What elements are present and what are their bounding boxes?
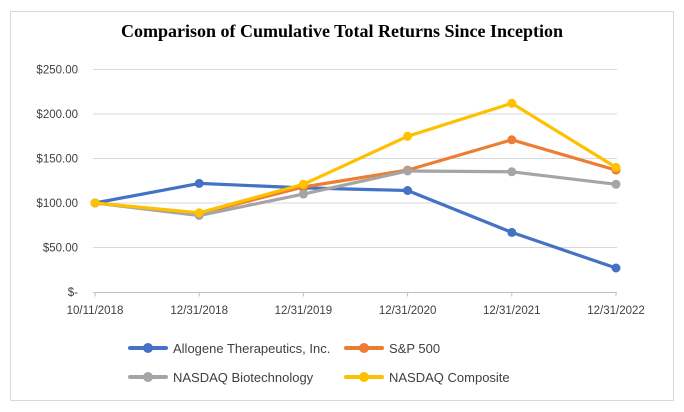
data-point-marker [403,166,413,176]
legend-item-allogene-therapeutics-inc: Allogene Therapeutics, Inc. [128,340,344,356]
legend-dot [359,343,369,353]
data-point-marker [298,189,308,199]
legend-item-nasdaq-composite: NASDAQ Composite [344,369,510,385]
legend-marker-icon [128,372,168,382]
legend-marker-icon [344,372,384,382]
series-nasdaq-biotechnology [90,166,621,220]
data-point-marker [403,131,413,141]
x-axis-label: 12/31/2022 [587,305,645,317]
series-line-allogene-therapeutics-inc [93,181,618,270]
x-axis-label: 10/11/2018 [67,305,124,317]
data-point-marker [507,98,517,108]
legend-marker-icon [344,343,384,353]
y-axis-label: $250.00 [36,65,78,77]
legend-dot [359,372,369,382]
legend-item-nasdaq-biotechnology: NASDAQ Biotechnology [128,369,344,385]
data-point-marker [507,167,517,177]
series-line-nasdaq-composite [93,101,618,215]
series-line-nasdaq-biotechnology [93,169,618,218]
x-axis-label: 12/31/2021 [483,305,541,317]
legend-label: S&P 500 [389,340,441,356]
legend-marker-icon [128,343,168,353]
legend-item-s-p-500: S&P 500 [344,340,510,356]
legend-dot [143,372,153,382]
series-nasdaq-composite [90,98,621,218]
data-point-marker [507,135,517,145]
data-point-marker [194,208,204,218]
x-axis-label: 12/31/2018 [170,305,228,317]
legend-dot [143,343,153,353]
y-axis-label: $150.00 [36,154,78,166]
data-point-marker [507,227,517,237]
legend: Allogene Therapeutics, Inc. S&P 500 NASDAQ… [128,340,510,385]
data-point-marker [611,162,621,172]
x-axis-label: 12/31/2020 [379,305,437,317]
data-point-marker [611,179,621,189]
y-axis-label: $200.00 [36,109,78,121]
data-point-marker [611,263,621,273]
y-axis-label: $50.00 [43,243,78,255]
chart-title: Comparison of Cumulative Total Returns S… [120,21,564,41]
legend-label: NASDAQ Biotechnology [173,369,314,385]
legend-label: NASDAQ Composite [389,369,510,385]
series-allogene-therapeutics-inc [90,178,621,273]
y-axis-label: $100.00 [36,198,78,210]
data-point-marker [403,186,413,195]
data-point-marker [194,178,204,188]
y-axis-label: $- [68,287,78,299]
x-axis-label: 12/31/2019 [275,305,333,317]
legend-label: Allogene Therapeutics, Inc. [173,340,331,356]
data-point-marker [90,198,100,208]
data-point-marker [298,179,308,189]
